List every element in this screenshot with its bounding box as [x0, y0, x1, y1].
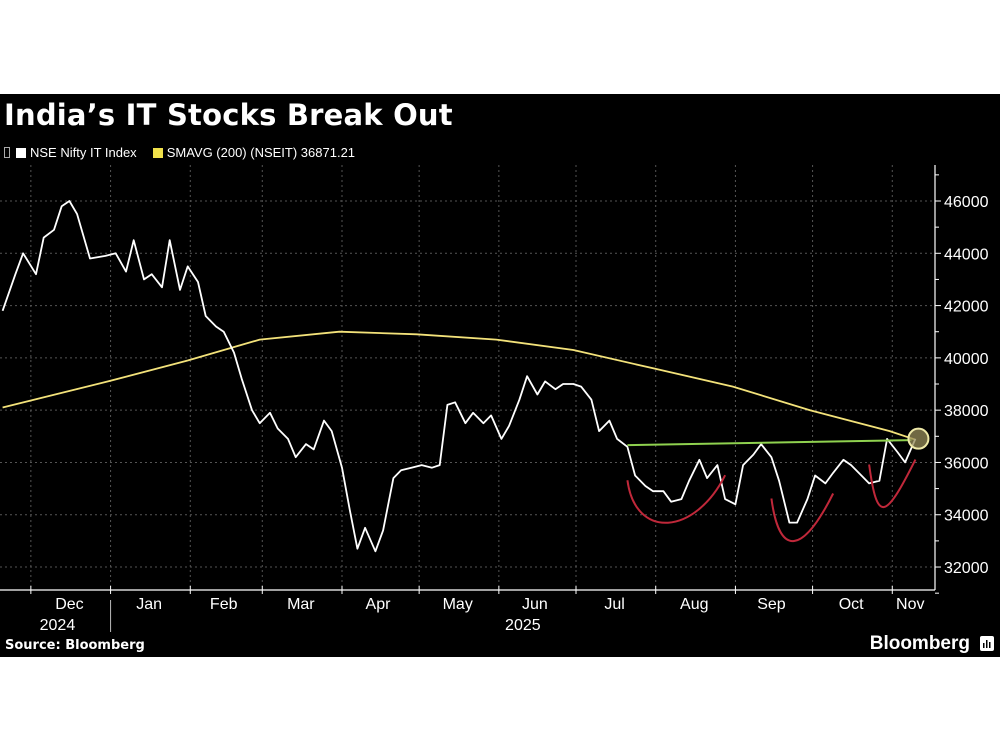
x-tick-label: Nov — [896, 596, 924, 613]
x-tick-label: Dec — [55, 596, 83, 613]
x-tick-label: Apr — [366, 596, 392, 613]
y-tick-label: 34000 — [944, 508, 989, 525]
bloomberg-chart-icon — [980, 636, 994, 651]
y-tick-label: 40000 — [944, 351, 989, 368]
sma-200-line — [2, 330, 916, 441]
axes: 32000 34000 36000 38000 40000 42000 44000 46000… — [0, 165, 989, 634]
gridlines — [0, 165, 935, 590]
x-tick-year: 2025 — [505, 617, 541, 634]
x-tick-label: Aug — [680, 596, 708, 613]
legend-swatch-white-icon — [16, 147, 26, 158]
x-tick-label: Oct — [839, 596, 864, 613]
cup-arc — [868, 459, 917, 509]
y-tick-label: 32000 — [944, 560, 989, 577]
bloomberg-logo: Bloomberg — [869, 633, 970, 654]
legend: NSE Nifty IT Index SMAVG (200) (NSEIT) 3… — [4, 145, 367, 160]
x-tick-year: 2024 — [40, 617, 76, 634]
y-tick-label: 42000 — [944, 299, 989, 316]
x-tick-label: Jan — [136, 596, 162, 613]
chart-panel — [0, 94, 1000, 657]
y-tick-label: 44000 — [944, 246, 989, 263]
resistance-line — [627, 439, 912, 447]
legend-label-sma: SMAVG (200) (NSEIT) 36871.21 — [166, 145, 356, 160]
legend-item-sma: SMAVG (200) (NSEIT) 36871.21 — [152, 145, 356, 160]
x-tick-label: Sep — [757, 596, 786, 613]
legend-item-index: NSE Nifty IT Index — [16, 145, 137, 160]
x-tick-label: Feb — [210, 596, 238, 613]
nifty-it-index-line — [1, 200, 917, 553]
source-note: Source: Bloomberg — [5, 638, 145, 653]
breakout-circle — [907, 427, 930, 450]
series — [1, 200, 917, 553]
legend-grip-icon — [4, 147, 10, 158]
x-tick-label: Jun — [522, 596, 548, 613]
cup-arc — [626, 474, 727, 524]
x-tick-label: Mar — [287, 596, 315, 613]
y-tick-label: 38000 — [944, 403, 989, 420]
legend-swatch-yellow-icon — [152, 147, 163, 158]
y-tick-label: 36000 — [944, 455, 989, 472]
annotations — [626, 427, 930, 543]
x-tick-label: May — [443, 596, 473, 613]
y-tick-label: 46000 — [944, 194, 989, 211]
x-tick-label: Jul — [604, 596, 624, 613]
chart-title: India’s IT Stocks Break Out — [4, 98, 453, 132]
cup-arc — [770, 493, 835, 543]
legend-label-index: NSE Nifty IT Index — [30, 145, 137, 160]
